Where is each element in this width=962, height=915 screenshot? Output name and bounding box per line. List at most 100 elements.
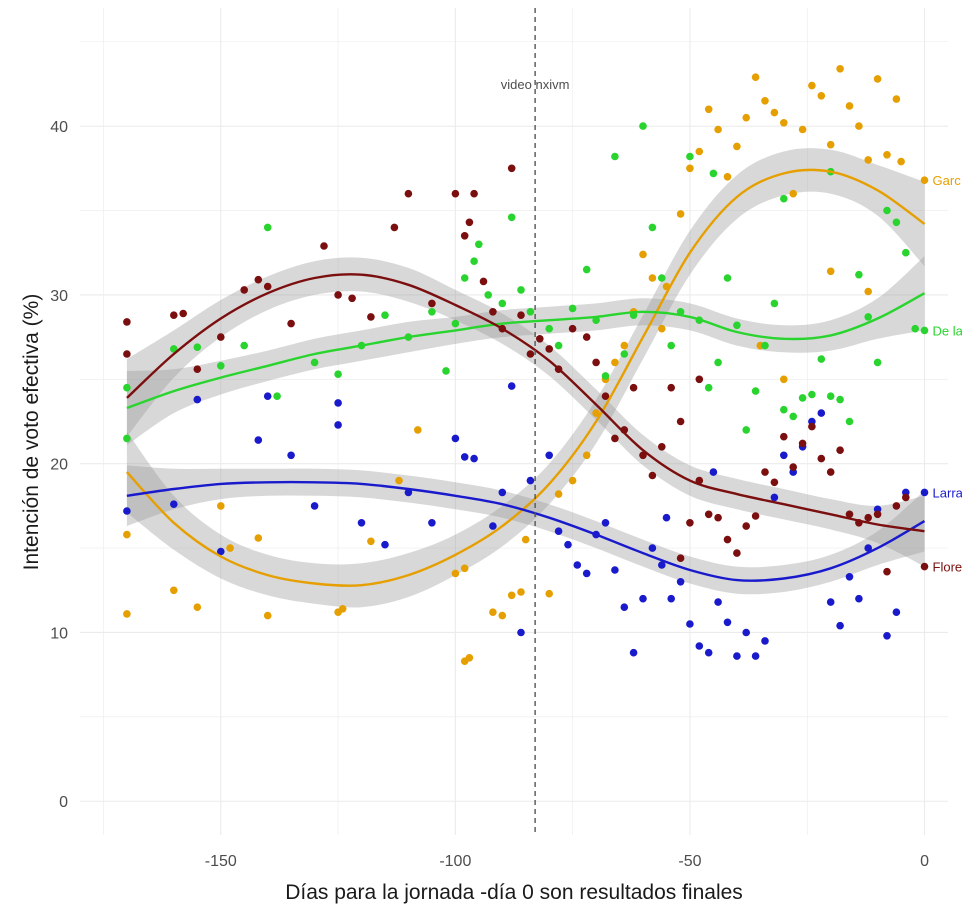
point-flores [695, 375, 704, 384]
point-de-la-garza [639, 122, 647, 130]
point-de-la-garza [507, 213, 516, 222]
point-larrazabal [780, 451, 788, 460]
point-garcia [864, 156, 872, 164]
y-tick-label: 40 [50, 119, 68, 136]
point-garcia [460, 657, 469, 665]
point-larrazabal [826, 598, 835, 606]
point-de-la-garza [475, 240, 483, 249]
series-label-flores: Flores [933, 560, 962, 575]
point-de-la-garza [855, 270, 863, 279]
point-garcia [507, 591, 516, 600]
point-garcia [826, 267, 835, 276]
y-tick-labels: 0 10 20 30 40 [50, 119, 68, 811]
x-tick-label: 0 [920, 853, 929, 870]
point-larrazabal [662, 513, 671, 522]
point-garcia [695, 147, 704, 156]
point-de-la-garza [780, 405, 788, 414]
y-tick-label: 10 [50, 625, 68, 642]
point-garcia [639, 250, 647, 259]
point-de-la-garza [658, 274, 666, 282]
point-de-la-garza [240, 341, 248, 350]
point-flores [217, 333, 225, 341]
point-flores [545, 345, 553, 353]
point-flores [320, 242, 328, 250]
point-de-la-garza [263, 223, 272, 232]
point-flores [123, 350, 131, 358]
point-de-la-garza [902, 248, 910, 257]
point-garcia [582, 451, 591, 460]
point-flores [845, 510, 854, 519]
point-larrazabal [357, 519, 366, 527]
point-de-la-garza [789, 412, 797, 421]
point-garcia [808, 81, 816, 90]
point-garcia [451, 569, 460, 578]
point-larrazabal [751, 652, 760, 660]
point-larrazabal [217, 547, 225, 556]
point-garcia [254, 534, 263, 542]
point-de-la-garza [667, 341, 675, 350]
point-de-la-garza [883, 206, 891, 215]
point-de-la-garza [460, 274, 469, 282]
point-garcia [460, 564, 469, 573]
event-label: video nxivm [501, 77, 570, 92]
point-larrazabal [742, 628, 750, 637]
point-larrazabal [564, 540, 572, 549]
point-larrazabal [892, 608, 901, 616]
point-de-la-garza [601, 372, 610, 380]
point-de-la-garza [193, 343, 202, 352]
point-garcia [864, 287, 872, 296]
point-larrazabal [404, 488, 413, 497]
trend-line-garcia [126, 168, 926, 587]
confidence-bands [126, 148, 925, 608]
point-de-la-garza [911, 324, 919, 333]
point-larrazabal [667, 594, 675, 603]
point-garcia [226, 544, 234, 552]
point-de-la-garza [217, 362, 225, 370]
point-garcia [897, 157, 905, 166]
point-garcia [554, 490, 563, 498]
point-flores [526, 350, 535, 358]
point-flores [592, 358, 600, 367]
point-larrazabal [845, 573, 854, 581]
point-garcia [714, 125, 722, 134]
point-de-la-garza [381, 311, 389, 320]
point-flores [404, 189, 413, 198]
point-garcia [761, 97, 769, 105]
point-larrazabal [864, 544, 872, 552]
point-garcia [770, 108, 779, 117]
point-flores [460, 232, 469, 240]
point-larrazabal [676, 578, 685, 586]
point-garcia [836, 65, 844, 73]
point-flores [714, 513, 722, 522]
scatter-points [123, 65, 929, 665]
point-flores [761, 468, 769, 476]
point-flores [742, 522, 750, 530]
point-garcia [798, 125, 807, 134]
point-garcia [751, 73, 760, 81]
point-flores [489, 308, 497, 316]
point-garcia [920, 176, 929, 184]
point-flores [582, 333, 591, 341]
point-flores [864, 513, 872, 522]
point-garcia [193, 603, 202, 611]
point-flores [686, 519, 694, 527]
point-garcia [648, 274, 657, 282]
point-larrazabal [254, 436, 263, 444]
point-de-la-garza [723, 274, 732, 282]
point-garcia [780, 119, 788, 127]
point-larrazabal [517, 628, 525, 637]
point-flores [676, 417, 685, 426]
point-de-la-garza [686, 152, 694, 161]
point-flores [568, 324, 577, 333]
point-larrazabal [639, 594, 647, 603]
point-larrazabal [310, 502, 319, 510]
point-garcia [892, 95, 901, 103]
series-label-larrazabal: Larrazábal [933, 485, 962, 500]
point-garcia [817, 92, 826, 100]
point-flores [751, 512, 760, 520]
point-flores [170, 311, 178, 320]
point-flores [798, 439, 807, 448]
point-de-la-garza [733, 321, 741, 330]
point-de-la-garza [780, 194, 788, 203]
point-larrazabal [381, 540, 389, 549]
